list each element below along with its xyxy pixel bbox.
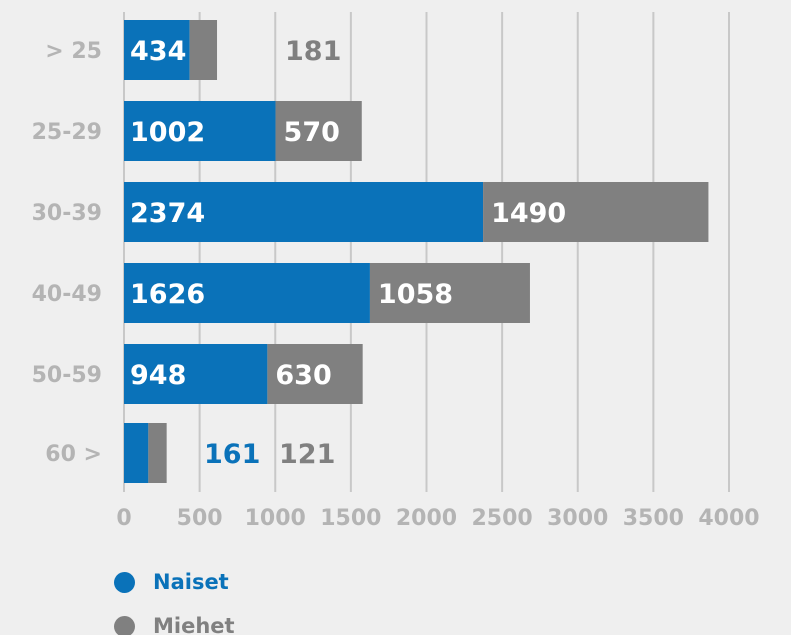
legend-label-miehet: Miehet bbox=[153, 614, 235, 635]
label-layer: 0 500 1000 1500 2000 2500 3000 3500 4000 > 25 25-2… bbox=[32, 36, 760, 531]
data-label-naiset: 948 bbox=[130, 360, 186, 391]
category-label: 25-29 bbox=[32, 120, 102, 145]
x-tick-label: 3000 bbox=[547, 506, 608, 531]
category-label: 50-59 bbox=[32, 363, 102, 388]
bar-naiset[interactable] bbox=[124, 101, 276, 161]
data-label-miehet: 181 bbox=[285, 36, 341, 67]
category-label: 40-49 bbox=[32, 282, 102, 307]
data-label-miehet: 1490 bbox=[491, 198, 566, 229]
legend-item-naiset[interactable]: Naiset bbox=[114, 560, 235, 604]
data-label-naiset: 2374 bbox=[130, 198, 205, 229]
stacked-bar-chart: 0 500 1000 1500 2000 2500 3000 3500 4000 > 25 25-2… bbox=[32, 12, 760, 531]
data-label-miehet: 570 bbox=[284, 117, 340, 148]
bar-miehet[interactable] bbox=[189, 20, 218, 80]
category-label: > 25 bbox=[45, 39, 102, 64]
legend-item-miehet[interactable]: Miehet bbox=[114, 604, 235, 635]
data-label-miehet: 121 bbox=[279, 439, 335, 470]
legend-swatch-miehet bbox=[114, 615, 135, 635]
x-tick-label: 4000 bbox=[698, 506, 759, 531]
x-tick-label: 2000 bbox=[396, 506, 457, 531]
x-tick-label: 2500 bbox=[472, 506, 533, 531]
data-label-naiset: 1626 bbox=[130, 279, 205, 310]
bar-naiset[interactable] bbox=[124, 423, 149, 483]
data-label-naiset: 1002 bbox=[130, 117, 205, 148]
bar-miehet[interactable] bbox=[483, 182, 709, 242]
category-label: 60 > bbox=[45, 442, 102, 467]
bar-naiset[interactable] bbox=[124, 182, 484, 242]
x-tick-label: 1000 bbox=[245, 506, 306, 531]
legend: Naiset Miehet bbox=[114, 560, 235, 635]
data-label-miehet: 630 bbox=[275, 360, 331, 391]
bar-naiset[interactable] bbox=[124, 20, 190, 80]
bar-miehet[interactable] bbox=[148, 423, 167, 483]
legend-label-naiset: Naiset bbox=[153, 570, 229, 594]
x-tick-label: 3500 bbox=[623, 506, 684, 531]
x-tick-label: 1500 bbox=[320, 506, 381, 531]
bar-miehet[interactable] bbox=[267, 344, 363, 404]
bar-layer bbox=[124, 20, 709, 483]
grid-layer bbox=[123, 12, 730, 492]
x-tick-label: 0 bbox=[116, 506, 131, 531]
x-tick-label: 500 bbox=[177, 506, 223, 531]
bar-naiset[interactable] bbox=[124, 344, 268, 404]
data-label-naiset: 161 bbox=[204, 439, 260, 470]
data-label-naiset: 434 bbox=[130, 36, 186, 67]
bar-miehet[interactable] bbox=[369, 263, 530, 323]
bar-naiset[interactable] bbox=[124, 263, 370, 323]
data-label-miehet: 1058 bbox=[378, 279, 453, 310]
category-label: 30-39 bbox=[32, 201, 102, 226]
legend-swatch-naiset bbox=[114, 571, 135, 593]
bar-miehet[interactable] bbox=[275, 101, 362, 161]
